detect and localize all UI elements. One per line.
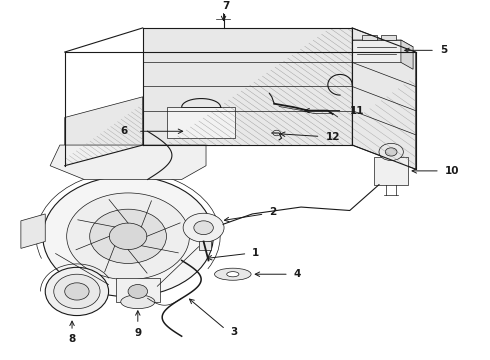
Text: 2: 2: [270, 207, 277, 217]
Ellipse shape: [121, 295, 155, 309]
Ellipse shape: [45, 267, 109, 316]
Polygon shape: [167, 107, 235, 138]
Text: 12: 12: [325, 132, 340, 142]
Text: 10: 10: [445, 166, 459, 176]
Polygon shape: [352, 40, 401, 62]
Text: 5: 5: [440, 45, 447, 55]
Circle shape: [194, 221, 213, 235]
Circle shape: [43, 176, 213, 297]
Circle shape: [379, 143, 403, 161]
Circle shape: [128, 284, 147, 298]
Text: 1: 1: [252, 248, 260, 258]
Polygon shape: [401, 40, 413, 69]
Text: 9: 9: [134, 328, 142, 338]
Text: 6: 6: [121, 126, 128, 136]
Text: 4: 4: [294, 269, 301, 279]
Polygon shape: [352, 40, 413, 47]
Text: 7: 7: [222, 1, 229, 11]
Text: 8: 8: [69, 334, 75, 345]
Bar: [116, 278, 160, 302]
Ellipse shape: [54, 274, 100, 309]
Circle shape: [183, 213, 224, 242]
Circle shape: [109, 223, 147, 249]
Polygon shape: [65, 97, 143, 166]
Circle shape: [90, 209, 167, 264]
Ellipse shape: [227, 272, 239, 277]
Text: 3: 3: [230, 327, 238, 337]
Polygon shape: [143, 28, 352, 145]
Ellipse shape: [215, 268, 251, 280]
Bar: [381, 35, 396, 40]
Text: 11: 11: [350, 105, 364, 116]
Bar: [374, 157, 408, 185]
Bar: [199, 242, 211, 250]
Circle shape: [67, 193, 190, 280]
Polygon shape: [352, 28, 416, 169]
Circle shape: [65, 283, 89, 300]
Polygon shape: [21, 214, 45, 248]
Bar: [362, 35, 376, 40]
Polygon shape: [50, 145, 206, 180]
Circle shape: [385, 148, 397, 156]
